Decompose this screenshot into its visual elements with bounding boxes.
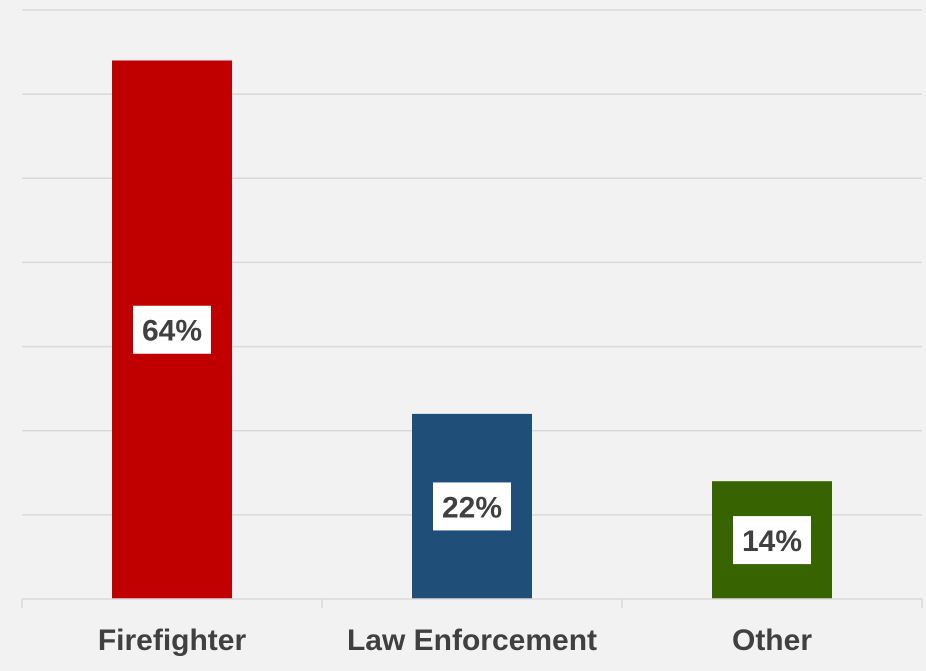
category-label-firefighter: Firefighter: [98, 624, 247, 657]
data-label-text: 14%: [742, 525, 802, 558]
data-label-law-enforcement: 22%: [433, 482, 511, 531]
category-label-law-enforcement: Law Enforcement: [347, 624, 597, 657]
data-label-text: 64%: [142, 315, 202, 348]
x-axis: Firefighter Law Enforcement Other: [21, 598, 923, 657]
data-labels: 64% 22% 14%: [133, 305, 811, 565]
data-label-box: [733, 516, 811, 565]
data-label-firefighter: 64%: [133, 305, 211, 354]
data-label-other: 14%: [733, 516, 811, 565]
data-label-box: [133, 305, 211, 354]
data-label-text: 22%: [442, 491, 502, 524]
data-label-box: [433, 482, 511, 531]
category-label-other: Other: [732, 624, 812, 657]
